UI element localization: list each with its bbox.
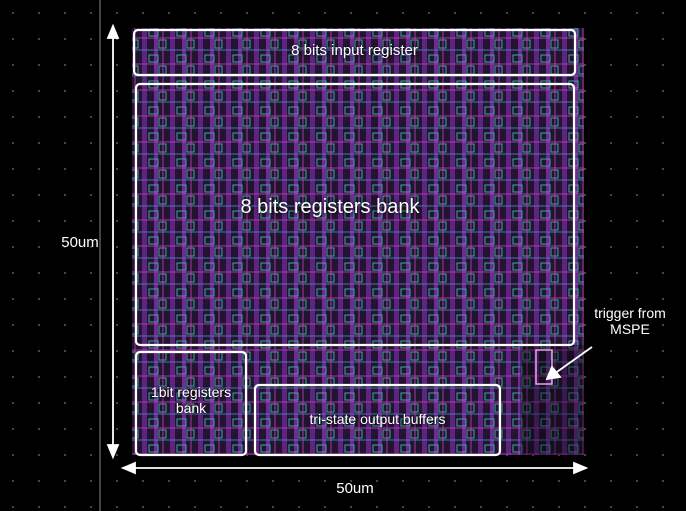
input-register-label: 8 bits input register	[134, 42, 575, 59]
one-bit-bank-label: 1bit registers bank	[136, 384, 246, 416]
trigger-label: trigger from MSPE	[578, 305, 682, 337]
width-label: 50um	[320, 480, 390, 497]
height-label: 50um	[50, 234, 110, 251]
layout-screenshot: 8 bits input register 8 bits registers b…	[0, 0, 686, 511]
registers-bank-label: 8 bits registers bank	[136, 196, 524, 219]
output-buffers-label: tri-state output buffers	[255, 411, 500, 427]
layout-canvas	[0, 0, 686, 511]
